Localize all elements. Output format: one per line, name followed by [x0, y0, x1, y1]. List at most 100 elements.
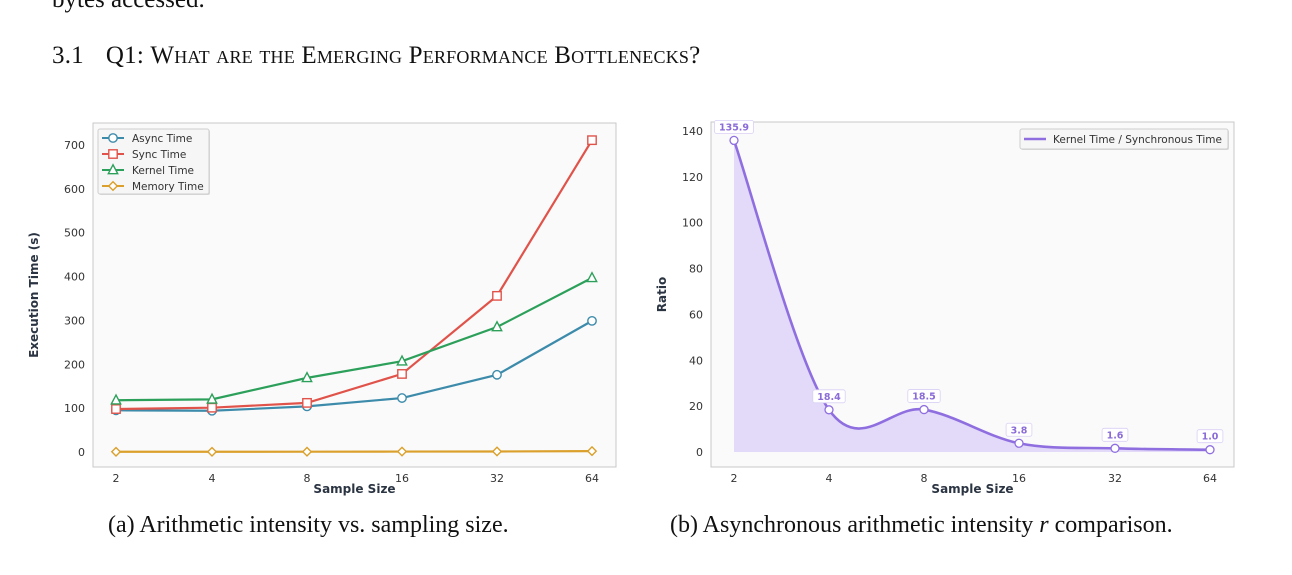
y-tick-label: 40 [689, 354, 703, 367]
data-label-box [1101, 427, 1129, 442]
x-tick-label: 16 [395, 472, 409, 485]
data-point [396, 354, 408, 366]
caption-b: (b) Asynchronous arithmetic intensity r … [670, 512, 1173, 539]
caption-a: (a) Arithmetic intensity vs. sampling si… [108, 512, 509, 538]
series-line [115, 319, 593, 412]
data-point [587, 315, 597, 326]
data-label-text: 18.5 [912, 392, 935, 403]
x-tick-label: 2 [731, 472, 738, 485]
data-point [302, 397, 312, 408]
legend-label: Kernel Time [132, 165, 194, 177]
data-label-text: 1.0 [1202, 432, 1219, 443]
data-point [110, 393, 122, 405]
series-line [115, 139, 593, 411]
data-point [397, 369, 407, 379]
data-point [207, 402, 217, 413]
x-tick-label: 8 [304, 472, 311, 485]
data-label-box [812, 389, 846, 404]
legend-marker [108, 149, 118, 159]
data-point [397, 393, 407, 403]
data-point [301, 446, 313, 457]
data-point [1110, 443, 1120, 453]
legend: Kernel Time / Synchronous Time [1019, 128, 1229, 150]
caption-b-prefix: (b) Asynchronous arithmetic intensity [670, 512, 1040, 538]
data-label: 1.6 [1101, 427, 1129, 442]
y-tick-label: 400 [64, 271, 85, 284]
y-tick-label: 80 [689, 263, 703, 276]
x-axis-label: Sample Size [313, 482, 395, 496]
data-point [206, 392, 218, 404]
data-label-text: 1.6 [1107, 430, 1124, 441]
legend-label: Kernel Time / Synchronous Time [1053, 134, 1222, 146]
series-kernel-sync-ratio: 135.9 18.4 18.5 3.8 1.6 1.0 [714, 120, 1224, 455]
x-tick-label: 32 [490, 472, 504, 485]
series-line [116, 450, 593, 453]
series-line [115, 276, 593, 402]
data-point [1205, 445, 1215, 455]
x-tick-label: 4 [826, 472, 833, 485]
x-tick-label: 32 [1108, 472, 1122, 485]
y-tick-label: 700 [64, 139, 85, 152]
data-point [824, 405, 834, 415]
x-tick-label: 4 [209, 472, 216, 485]
y-axis-label: Ratio [655, 277, 669, 312]
caption-b-variable: r [1039, 512, 1049, 538]
legend-marker [107, 163, 119, 175]
previous-paragraph-line: bytes accessed. [52, 0, 205, 14]
y-tick-label: 20 [689, 400, 703, 413]
legend-item: Sync Time [102, 149, 186, 161]
y-tick-label: 500 [64, 227, 85, 240]
series-memory-time [110, 445, 598, 457]
legend: Async Time Sync Time Kernel Time Memory Tim… [97, 128, 210, 195]
x-tick-label: 16 [1012, 472, 1026, 485]
data-point [586, 445, 598, 457]
series-kernel-time [110, 271, 598, 405]
data-point [587, 135, 597, 146]
y-tick-label: 100 [64, 402, 85, 415]
data-point [586, 271, 598, 283]
legend-label: Memory Time [132, 181, 204, 193]
y-axis-label: Execution Time (s) [27, 232, 41, 358]
data-label: 135.9 [714, 120, 754, 134]
data-point [492, 290, 502, 301]
section-title: What are the Emerging Performance Bottle… [150, 42, 701, 69]
data-label: 1.0 [1196, 429, 1224, 444]
data-label-box [714, 120, 754, 134]
data-label: 18.5 [907, 389, 941, 403]
caption-b-suffix: comparison. [1048, 512, 1173, 538]
legend-item: Memory Time [102, 180, 204, 193]
legend-label: Sync Time [132, 149, 186, 161]
y-tick-label: 0 [696, 446, 703, 459]
data-label: 18.4 [812, 389, 846, 404]
legend-box [1019, 128, 1229, 150]
y-tick-label: 140 [682, 125, 703, 138]
y-tick-label: 300 [64, 314, 85, 327]
data-point [301, 371, 313, 383]
section-number: 3.1 [52, 42, 84, 69]
data-label-box [1196, 429, 1224, 444]
x-tick-label: 8 [921, 472, 928, 485]
data-label-text: 18.4 [817, 392, 841, 403]
legend-box [97, 128, 210, 195]
data-point [491, 446, 503, 457]
data-label-box [1005, 422, 1033, 437]
x-axis-label: Sample Size [931, 482, 1013, 496]
y-tick-label: 120 [682, 171, 703, 184]
chart-execution-time: 0 100 200 300 400 500 600 700 2 4 8 16 32 64 Sample Si… [27, 122, 617, 496]
section-title-prefix: Q1: [105, 42, 151, 69]
data-label: 3.8 [1005, 422, 1033, 437]
legend-marker [108, 133, 118, 143]
legend-item: Async Time [102, 133, 192, 145]
data-point [206, 446, 218, 457]
data-point [396, 446, 408, 457]
data-label-text: 135.9 [719, 122, 749, 133]
y-tick-label: 200 [64, 358, 85, 371]
x-tick-label: 2 [113, 472, 120, 485]
data-label-box [907, 389, 941, 403]
legend-marker [107, 180, 119, 192]
y-tick-label: 600 [64, 183, 85, 196]
x-tick-label: 64 [1203, 472, 1217, 485]
data-point [110, 446, 122, 457]
series-sync-time [111, 135, 597, 414]
y-tick-label: 0 [78, 446, 85, 459]
